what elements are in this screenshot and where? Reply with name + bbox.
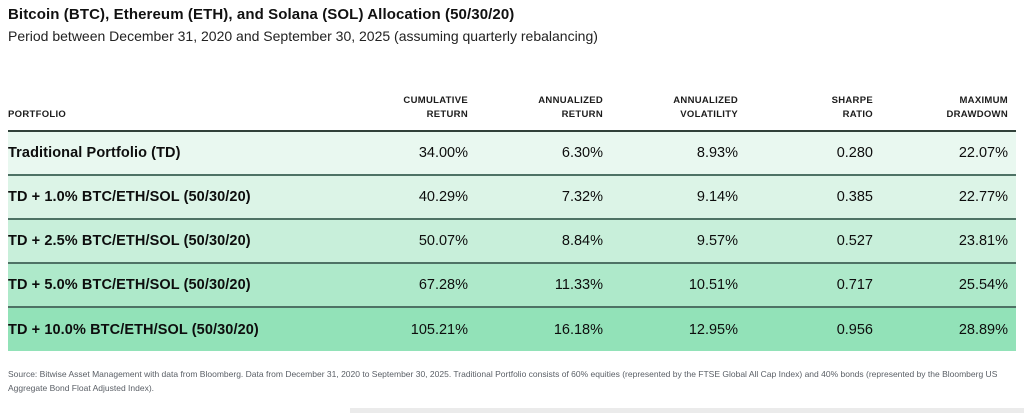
annualized-volatility-cell: 12.95% [688, 321, 738, 338]
cumulative-return-cell: 105.21% [410, 321, 468, 338]
table-row: TD + 10.0% BTC/ETH/SOL (50/30/20) 105.21… [8, 307, 1016, 351]
bottom-edge-strip [350, 408, 1024, 413]
table-row: TD + 2.5% BTC/ETH/SOL (50/30/20) 50.07% … [8, 219, 1016, 263]
report-subtitle: Period between December 31, 2020 and Sep… [8, 28, 598, 44]
maximum-drawdown-cell: 23.81% [958, 233, 1008, 249]
table-row: TD + 1.0% BTC/ETH/SOL (50/30/20) 40.29% … [8, 175, 1016, 219]
sharpe-ratio-cell: 0.956 [836, 321, 873, 338]
sharpe-ratio-cell: 0.385 [836, 189, 873, 205]
portfolio-name-cell: TD + 10.0% BTC/ETH/SOL (50/30/20) [8, 321, 259, 338]
table-row: Traditional Portfolio (TD) 34.00% 6.30% … [8, 131, 1016, 175]
annualized-volatility-cell: 8.93% [696, 145, 738, 161]
column-header-annualized-return: ANNUALIZED RETURN [538, 94, 603, 121]
portfolio-name-cell: Traditional Portfolio (TD) [8, 145, 181, 161]
annualized-volatility-cell: 9.57% [696, 233, 738, 249]
cumulative-return-cell: 34.00% [418, 145, 468, 161]
column-header-sharpe-ratio: SHARPE RATIO [831, 94, 873, 121]
table-header-row: PORTFOLIO CUMULATIVE RETURN ANNUALIZED R… [8, 91, 1016, 131]
report-title: Bitcoin (BTC), Ethereum (ETH), and Solan… [8, 6, 515, 23]
portfolio-name-cell: TD + 5.0% BTC/ETH/SOL (50/30/20) [8, 277, 251, 293]
maximum-drawdown-cell: 25.54% [958, 277, 1008, 293]
annualized-return-cell: 6.30% [561, 145, 603, 161]
table-body: Traditional Portfolio (TD) 34.00% 6.30% … [8, 131, 1016, 351]
annualized-return-cell: 16.18% [553, 321, 603, 338]
annualized-volatility-cell: 9.14% [696, 189, 738, 205]
cumulative-return-cell: 40.29% [418, 189, 468, 205]
portfolio-name-cell: TD + 1.0% BTC/ETH/SOL (50/30/20) [8, 189, 251, 205]
column-header-cumulative-return: CUMULATIVE RETURN [403, 94, 468, 121]
annualized-return-cell: 8.84% [561, 233, 603, 249]
portfolio-name-cell: TD + 2.5% BTC/ETH/SOL (50/30/20) [8, 233, 251, 249]
annualized-return-cell: 11.33% [554, 277, 603, 293]
column-header-annualized-volatility: ANNUALIZED VOLATILITY [673, 94, 738, 121]
sharpe-ratio-cell: 0.280 [836, 145, 873, 161]
sharpe-ratio-cell: 0.717 [836, 277, 873, 293]
allocation-table: PORTFOLIO CUMULATIVE RETURN ANNUALIZED R… [8, 91, 1016, 351]
column-header-maximum-drawdown: MAXIMUM DRAWDOWN [946, 94, 1008, 121]
maximum-drawdown-cell: 28.89% [958, 321, 1008, 338]
table-row: TD + 5.0% BTC/ETH/SOL (50/30/20) 67.28% … [8, 263, 1016, 307]
cumulative-return-cell: 50.07% [418, 233, 468, 249]
column-header-portfolio: PORTFOLIO [8, 109, 67, 121]
annualized-volatility-cell: 10.51% [688, 277, 738, 293]
cumulative-return-cell: 67.28% [418, 277, 468, 293]
maximum-drawdown-cell: 22.07% [958, 145, 1008, 161]
source-footnote: Source: Bitwise Asset Management with da… [8, 369, 998, 393]
annualized-return-cell: 7.32% [561, 189, 603, 205]
maximum-drawdown-cell: 22.77% [958, 189, 1008, 205]
sharpe-ratio-cell: 0.527 [836, 233, 873, 249]
